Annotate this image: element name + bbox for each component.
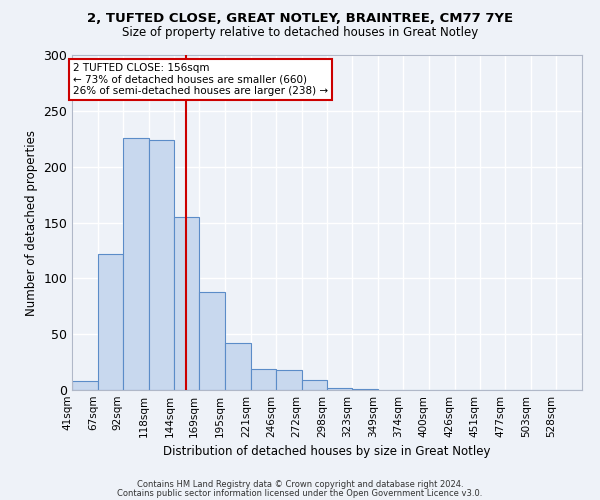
Text: Contains public sector information licensed under the Open Government Licence v3: Contains public sector information licen… (118, 489, 482, 498)
Bar (123, 138, 149, 390)
Bar (251, 369, 276, 390)
Bar (276, 370, 302, 390)
Bar (352, 389, 378, 390)
Bar (175, 217, 199, 390)
Bar (302, 380, 328, 390)
X-axis label: Distribution of detached houses by size in Great Notley: Distribution of detached houses by size … (163, 446, 491, 458)
Text: Size of property relative to detached houses in Great Notley: Size of property relative to detached ho… (122, 26, 478, 39)
Bar (328, 388, 352, 390)
Text: 2, TUFTED CLOSE, GREAT NOTLEY, BRAINTREE, CM77 7YE: 2, TUFTED CLOSE, GREAT NOTLEY, BRAINTREE… (87, 12, 513, 26)
Bar (98, 254, 123, 390)
Text: Contains HM Land Registry data © Crown copyright and database right 2024.: Contains HM Land Registry data © Crown c… (137, 480, 463, 489)
Y-axis label: Number of detached properties: Number of detached properties (25, 130, 38, 316)
Bar (225, 343, 251, 390)
Bar (72, 381, 98, 390)
Bar (199, 292, 225, 390)
Bar (149, 140, 175, 390)
Text: 2 TUFTED CLOSE: 156sqm
← 73% of detached houses are smaller (660)
26% of semi-de: 2 TUFTED CLOSE: 156sqm ← 73% of detached… (73, 63, 328, 96)
